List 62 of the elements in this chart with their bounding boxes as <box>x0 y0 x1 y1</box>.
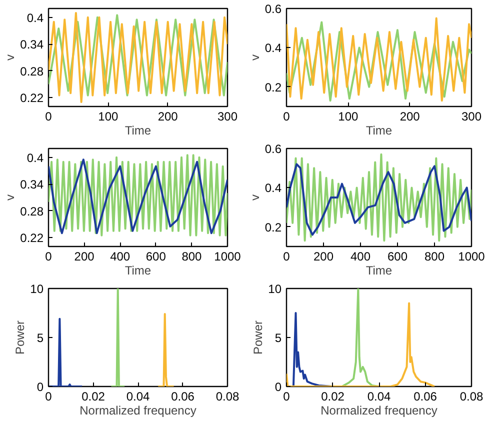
y-axis-title: v <box>3 54 18 60</box>
y-tick-label: 0.2 <box>264 220 282 234</box>
x-tick-label: 300 <box>217 110 238 124</box>
y-tick-label: 0.34 <box>20 178 44 192</box>
y-tick-label: 0.22 <box>20 91 44 106</box>
x-tick-label: 0 <box>283 250 290 264</box>
x-tick-label: 0.06 <box>171 390 195 404</box>
x-tick-label: 0.06 <box>414 390 438 404</box>
y-tick-label: 0.2 <box>264 80 282 94</box>
y-tick-label: 0.4 <box>26 10 44 25</box>
x-tick-label: 0.04 <box>367 390 392 404</box>
x-axis-title: Time <box>124 264 152 278</box>
y-tick-label: 0.28 <box>20 64 44 78</box>
y-tick-label: 0.6 <box>264 142 282 156</box>
y-tick-label: 0.22 <box>20 231 44 246</box>
y-axis-title: v <box>248 54 262 60</box>
y-tick-label: 10 <box>268 282 282 296</box>
y-tick-label: 0.4 <box>264 41 282 56</box>
y-tick-label: 10 <box>30 282 44 296</box>
x-tick-label: 1000 <box>458 250 486 264</box>
x-tick-label: 800 <box>182 250 202 264</box>
x-tick-label: 300 <box>461 110 482 124</box>
x-axis-title: Time <box>366 264 392 278</box>
y-axis-title: v <box>3 194 18 200</box>
x-tick-label: 0.08 <box>460 390 484 404</box>
x-tick-label: 0.08 <box>216 390 240 404</box>
x-tick-label: 0 <box>283 110 290 124</box>
x-tick-label: 0 <box>45 250 52 264</box>
y-tick-label: 5 <box>274 331 282 345</box>
y-tick-label: 0.28 <box>20 204 44 218</box>
x-axis-title: Time <box>124 124 152 138</box>
x-axis-title: Time <box>366 124 392 138</box>
x-tick-label: 800 <box>424 250 445 264</box>
x-axis-title: Normalized frequency <box>80 404 196 418</box>
x-tick-label: 200 <box>74 250 95 264</box>
x-tick-label: 600 <box>387 250 408 264</box>
x-tick-label: 100 <box>98 110 119 124</box>
y-tick-label: 0.6 <box>264 2 282 16</box>
x-tick-label: 0.04 <box>126 390 150 404</box>
x-tick-label: 400 <box>110 250 130 264</box>
x-tick-label: 200 <box>158 110 178 124</box>
x-tick-label: 0.02 <box>82 390 106 404</box>
y-axis-title: v <box>248 194 262 200</box>
y-tick-label: 0.34 <box>20 38 44 52</box>
x-axis-title: Normalized frequency <box>320 404 438 418</box>
y-tick-label: 5 <box>36 331 44 345</box>
x-tick-label: 100 <box>338 110 359 124</box>
x-tick-label: 600 <box>146 250 166 264</box>
x-tick-label: 0.02 <box>321 390 345 404</box>
x-tick-label: 200 <box>400 110 420 124</box>
y-axis-title: Power <box>13 320 28 355</box>
y-tick-label: 0.4 <box>26 150 44 165</box>
y-tick-label: 0 <box>274 380 282 394</box>
x-tick-label: 0 <box>45 390 52 404</box>
y-tick-label: 0 <box>36 380 44 394</box>
y-axis-title: Power <box>251 320 266 355</box>
x-tick-label: 1000 <box>214 250 242 264</box>
x-tick-label: 200 <box>313 250 334 264</box>
x-tick-label: 0 <box>45 110 52 124</box>
x-tick-label: 0 <box>283 390 290 404</box>
y-tick-label: 0.4 <box>264 181 282 196</box>
x-tick-label: 400 <box>350 250 371 264</box>
